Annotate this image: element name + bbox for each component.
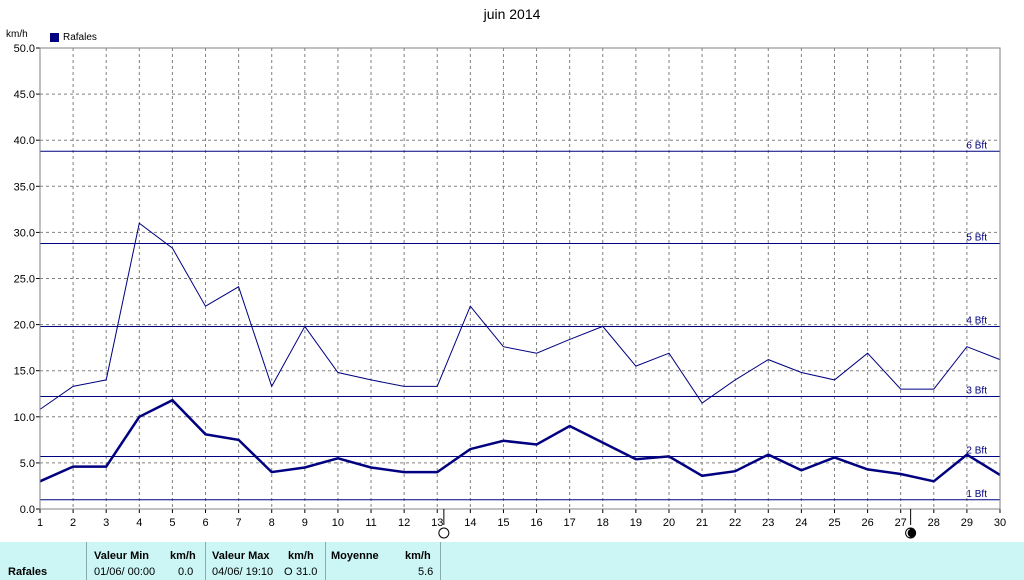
x-tick-label: 20 [663, 517, 675, 529]
max-value: 31.0 [296, 566, 318, 578]
x-tick-label: 10 [332, 517, 344, 529]
x-tick-label: 8 [269, 517, 275, 529]
x-tick-label: 7 [236, 517, 242, 529]
x-tick-label: 26 [861, 517, 873, 529]
x-tick-label: 11 [365, 517, 376, 529]
x-tick-label: 6 [202, 517, 208, 529]
x-tick-label: 14 [464, 517, 476, 529]
max-header: Valeur Max [212, 550, 270, 562]
legend-swatch [50, 33, 59, 42]
min-datetime: 01/06/ 00:00 [94, 566, 156, 578]
stats-panel: Rafales Valeur Min km/h 01/06/ 00:00 0.0… [0, 542, 1024, 580]
x-tick-label: 25 [828, 517, 840, 529]
y-tick-label: 50.0 [14, 43, 35, 55]
x-tick-label: 13 [431, 517, 443, 529]
y-tick-label: 40.0 [14, 135, 35, 147]
x-tick-label: 12 [398, 517, 410, 529]
x-tick-label: 29 [961, 517, 973, 529]
legend: Rafales [50, 32, 97, 43]
x-tick-label: 17 [564, 517, 576, 529]
y-tick-label: 5.0 [20, 458, 35, 470]
x-tick-label: 19 [630, 517, 642, 529]
x-tick-label: 4 [136, 517, 142, 529]
reference-lines: 1 Bft 2 Bft 3 Bft 4 Bft 5 Bft 6 Bft [40, 140, 1000, 501]
x-tick-label: 9 [302, 517, 308, 529]
avg-header: Moyenne [331, 550, 379, 562]
x-tick-label: 23 [762, 517, 774, 529]
x-tick-label: 15 [497, 517, 509, 529]
beaufort-label: 3 Bft [966, 386, 987, 397]
y-tick-label: 20.0 [14, 320, 35, 332]
beaufort-label: 6 Bft [966, 140, 987, 151]
x-tick-label: 18 [597, 517, 609, 529]
x-tick-label: 1 [37, 517, 43, 529]
x-tick-label: 3 [103, 517, 109, 529]
grid [40, 48, 1000, 509]
max-datetime: 04/06/ 19:10 [212, 566, 274, 578]
min-value: 0.0 [178, 566, 194, 578]
x-tick-label: 22 [729, 517, 741, 529]
y-tick-label: 30.0 [14, 227, 35, 239]
stats-separator [86, 542, 87, 580]
x-tick-label: 16 [530, 517, 542, 529]
x-tick-label: 2 [70, 517, 76, 529]
avg-unit: km/h [405, 550, 431, 562]
legend-label: Rafales [63, 32, 97, 43]
y-tick-label: 10.0 [14, 412, 35, 424]
stats-separator [325, 542, 326, 580]
chart-title: juin 2014 [483, 6, 541, 22]
stats-separator [205, 542, 206, 580]
x-tick-label: 21 [696, 517, 708, 529]
y-tick-label: 15.0 [14, 366, 35, 378]
x-tick-label: 30 [994, 517, 1006, 529]
moon-markers [438, 509, 917, 539]
x-tick-label: 5 [169, 517, 175, 529]
stats-separator [440, 542, 441, 580]
stats-row-label: Rafales [8, 566, 48, 578]
max-unit: km/h [288, 550, 314, 562]
data-series [39, 222, 1001, 483]
full-moon-icon [438, 527, 450, 539]
max-direction: O [284, 566, 293, 578]
axis-ticks: 1 2 3 4 5 6 7 8 9 10 11 12 13 14 15 16 17 18 19 20 21 22 23 24 2… [14, 43, 1007, 529]
beaufort-label: 5 Bft [966, 232, 987, 243]
beaufort-label: 1 Bft [966, 489, 987, 500]
y-tick-label: 45.0 [14, 89, 35, 101]
y-tick-label: 0.0 [20, 504, 35, 516]
series-line-thick [39, 398, 1001, 483]
y-axis-unit: km/h [6, 29, 28, 40]
min-header: Valeur Min [94, 550, 150, 562]
y-tick-label: 35.0 [14, 181, 35, 193]
y-tick-label: 25.0 [14, 274, 35, 286]
x-tick-label: 27 [895, 517, 907, 529]
plot-frame [39, 47, 1001, 510]
avg-value: 5.6 [418, 566, 434, 578]
series-line-thin [39, 222, 1001, 410]
beaufort-label: 2 Bft [966, 445, 987, 456]
x-tick-label: 24 [795, 517, 807, 529]
x-tick-label: 28 [928, 517, 940, 529]
new-moon-icon-fill [907, 529, 916, 537]
min-unit: km/h [170, 550, 196, 562]
beaufort-label: 4 Bft [966, 315, 987, 326]
